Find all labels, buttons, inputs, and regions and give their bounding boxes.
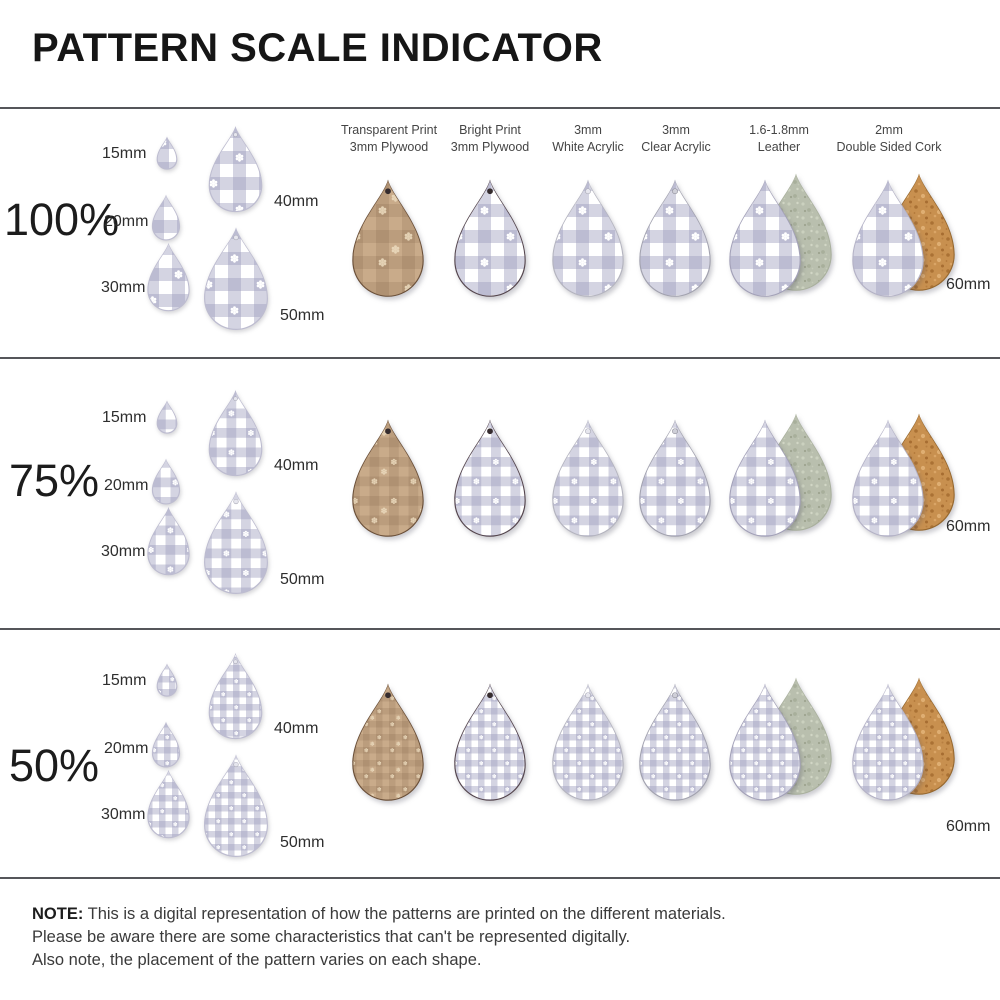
scale-percent-label: 100% [4,194,120,245]
sample-cork-front [850,178,926,298]
sample-white-acrylic [550,682,626,802]
sample-cork-pair [850,413,958,538]
material-label-white-acrylic: 3mm White Acrylic [552,123,624,154]
size-label-50mm: 50mm [280,834,325,851]
teardrop-50mm [202,490,270,595]
note-label: NOTE: [32,905,84,923]
teardrop-20mm [151,458,181,505]
teardrop-30mm [146,506,191,576]
material-label-bright-plywood: Bright Print 3mm Plywood [450,123,530,154]
sample-transparent-plywood [350,178,426,298]
scale-row-100: 100% 15mm 20mm 30mm 40mm 50mm Transparen… [0,109,1000,359]
size-label-40mm: 40mm [274,457,319,474]
teardrop-30mm [146,242,191,312]
size-label-40mm: 40mm [274,720,319,737]
material-samples: 60mm [0,359,1000,628]
teardrop-40mm [207,125,264,213]
teardrop-20mm [151,194,181,241]
size-label-40mm: 40mm [274,193,319,210]
material-samples: 60mm [0,630,1000,877]
scale-percent-label: 75% [8,455,100,506]
header: PATTERN SCALE INDICATOR [0,0,1000,109]
material-samples: Transparent Print 3mm Plywood Bright Prin… [0,109,1000,357]
material-label-transparent-plywood: Transparent Print 3mm Plywood [340,123,438,154]
sample-clear-acrylic [637,418,713,538]
teardrop-15mm [156,400,178,434]
scale-percent-label: 50% [8,740,100,791]
size-label-20mm: 20mm [104,740,149,757]
teardrop-40mm [207,652,264,740]
size-label-50mm: 50mm [280,307,325,324]
sample-leather-pair [727,173,835,298]
teardrop-40mm [207,389,264,477]
sample-transparent-plywood [350,682,426,802]
teardrop-15mm [156,663,178,697]
sample-leather-front [727,178,803,298]
size-label-15mm: 15mm [102,672,147,689]
material-label-leather: 1.6-1.8mm Leather [749,123,809,154]
teardrop-20mm [151,721,181,768]
sample-cork-pair [850,173,958,298]
sample-leather-front [727,418,803,538]
teardrop-15mm [156,136,178,170]
sample-transparent-plywood [350,418,426,538]
sample-clear-acrylic [637,178,713,298]
teardrop-50mm [202,226,270,331]
material-label-clear-acrylic: 3mm Clear Acrylic [641,123,711,154]
teardrop-50mm [202,753,270,858]
size-label-30mm: 30mm [101,806,146,823]
size-label-50mm: 50mm [280,571,325,588]
scale-row-75: 75% 15mm 20mm 30mm 40mm 50mm 60mm [0,359,1000,630]
sample-cork-front [850,682,926,802]
size-label-15mm: 15mm [102,409,147,426]
sample-bright-plywood [452,178,528,298]
material-label-cork: 2mm Double Sided Cork [836,123,942,154]
size-label-20mm: 20mm [104,477,149,494]
sample-white-acrylic [550,418,626,538]
material-size-label: 60mm [946,518,991,535]
sample-bright-plywood [452,418,528,538]
note-section: NOTE: This is a digital representation o… [0,877,1000,1000]
size-label-15mm: 15mm [102,145,147,162]
material-size-label: 60mm [946,276,991,293]
sample-bright-plywood [452,682,528,802]
sample-cork-front [850,418,926,538]
sample-clear-acrylic [637,682,713,802]
sample-white-acrylic [550,178,626,298]
material-size-label: 60mm [946,818,991,835]
sample-leather-pair [727,677,835,802]
note-text: NOTE: This is a digital representation o… [32,905,726,970]
size-label-20mm: 20mm [104,213,149,230]
page-title: PATTERN SCALE INDICATOR [32,26,603,70]
size-demo-group: 15mm 20mm 30mm 40mm 50mm [0,636,340,883]
size-label-30mm: 30mm [101,279,146,296]
sample-leather-pair [727,413,835,538]
size-label-30mm: 30mm [101,543,146,560]
teardrop-30mm [146,769,191,839]
sample-leather-front [727,682,803,802]
scale-row-50: 50% 15mm 20mm 30mm 40mm 50mm 60mm [0,630,1000,879]
size-demo-group: 15mm 20mm 30mm 40mm 50mm [0,373,340,642]
size-demo-group: 15mm 20mm 30mm 40mm 50mm [0,109,340,357]
sample-cork-pair [850,677,958,802]
